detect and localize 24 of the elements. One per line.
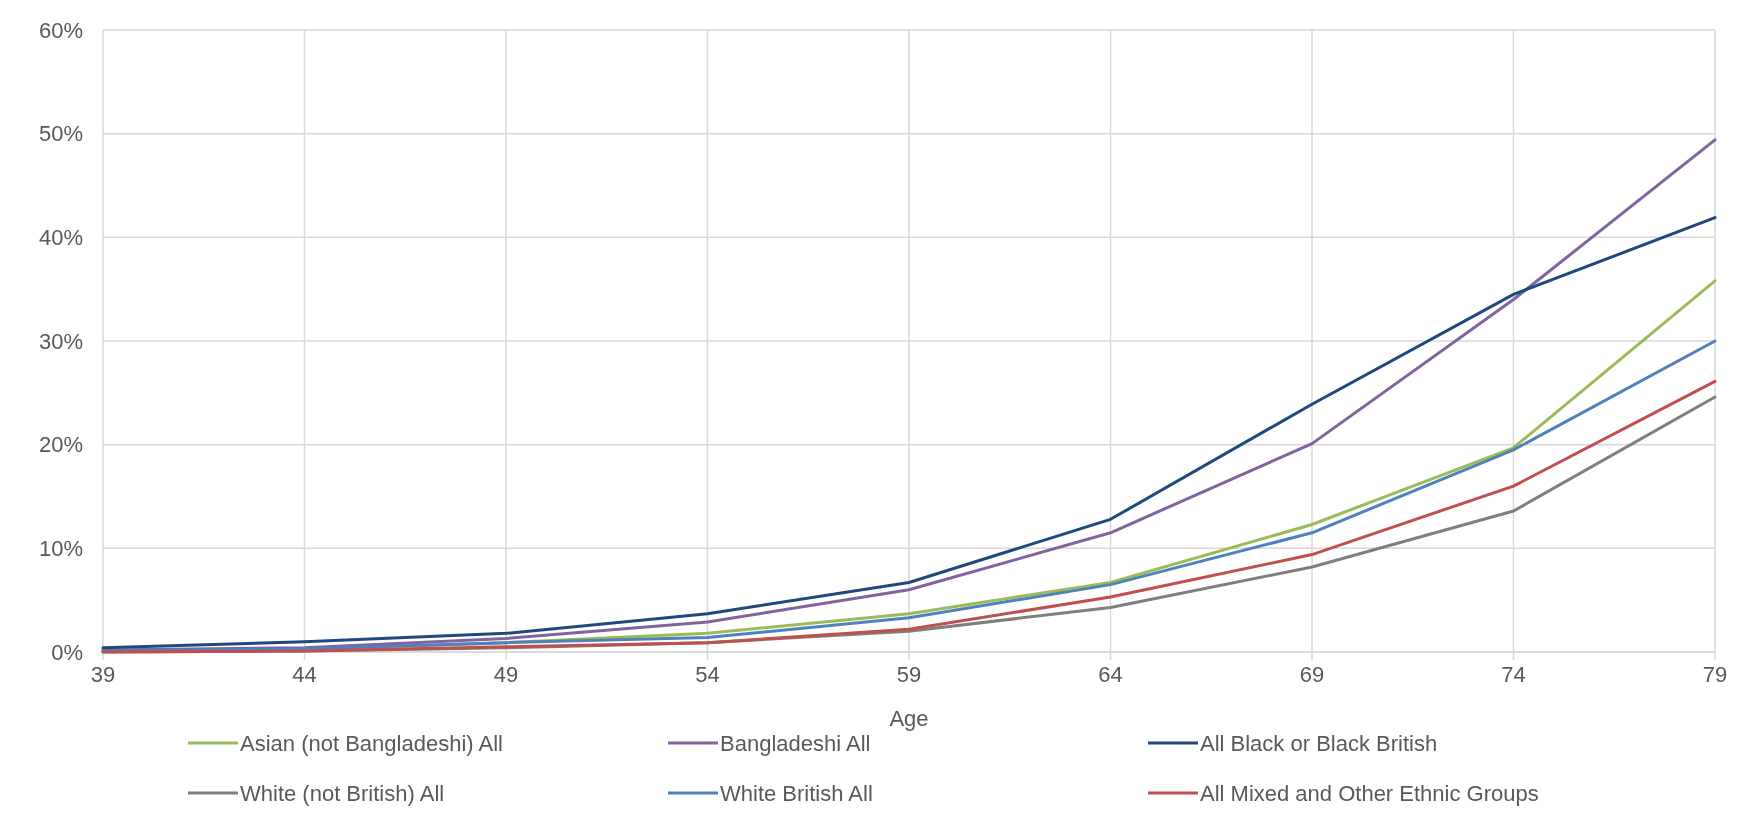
x-tick-label: 49	[493, 662, 519, 687]
line-series	[101, 216, 1717, 650]
x-tick-label: 69	[1299, 662, 1325, 687]
x-tick-label: 79	[1702, 662, 1728, 687]
legend-label: Bangladeshi All	[720, 730, 871, 756]
y-tick-label: 60%	[38, 17, 83, 43]
x-tick-label: 59	[896, 662, 922, 687]
y-tick-label: 40%	[38, 225, 83, 251]
x-tick-label: 54	[695, 662, 720, 687]
legend-label: Asian (not Bangladeshi) All	[240, 730, 503, 756]
y-tick-label: 50%	[38, 121, 83, 147]
legend-label: All Black or Black British	[1200, 730, 1438, 756]
legend-label: White (not British) All	[240, 780, 445, 806]
x-axis-title: Age	[889, 706, 929, 731]
y-tick-label: 20%	[38, 432, 83, 458]
x-tick-label: 74	[1501, 662, 1526, 687]
x-tick-label: 39	[90, 662, 116, 687]
y-tick-label: 30%	[38, 328, 83, 354]
legend-label: All Mixed and Other Ethnic Groups	[1200, 780, 1539, 806]
x-tick-label: 64	[1098, 662, 1123, 687]
legend-label: White British All	[720, 780, 873, 806]
y-tick-label: 0%	[51, 639, 83, 665]
y-tick-label: 10%	[38, 536, 83, 562]
x-tick-label: 44	[292, 662, 317, 687]
